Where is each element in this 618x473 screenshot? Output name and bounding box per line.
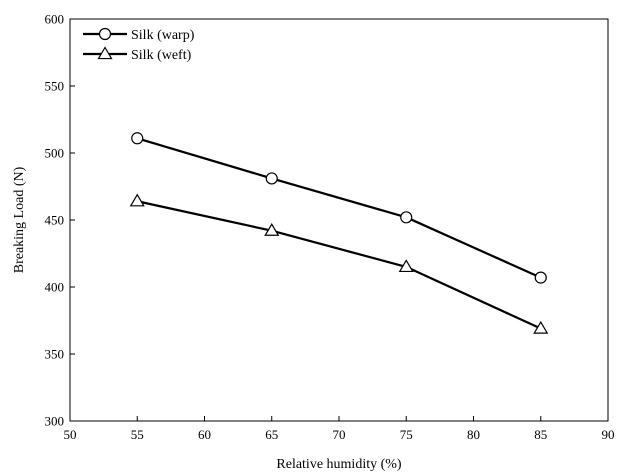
point-triangle: [264, 223, 280, 236]
legend-triangle-marker: [97, 46, 113, 60]
point-circle: [534, 271, 547, 284]
x-axis-ticks: 50 55 60 65 70 75 80 85 90: [64, 416, 615, 442]
y-axis-label: Breaking Load (N): [12, 166, 27, 273]
series-silk-weft: [129, 193, 549, 334]
x-tick-label: 65: [265, 427, 278, 442]
legend-label-silk-weft: Silk (weft): [131, 48, 192, 63]
x-axis-label: Relative humidity (%): [276, 457, 402, 472]
x-tick-label: 90: [602, 427, 615, 442]
y-tick-label: 400: [45, 280, 65, 295]
point-circle: [265, 172, 278, 185]
point-circle: [131, 132, 144, 145]
y-tick-label: 500: [45, 146, 65, 161]
plot-frame: [69, 18, 609, 422]
legend-circle-marker: [98, 27, 112, 41]
series-silk-warp: [131, 132, 547, 284]
y-tick-label: 600: [45, 12, 65, 27]
legend-label-silk-warp: Silk (warp): [131, 28, 195, 43]
legend-item-silk-warp: Silk (warp): [83, 27, 195, 43]
y-tick-label: 450: [45, 213, 65, 228]
point-triangle: [398, 259, 414, 273]
y-tick-label: 350: [45, 347, 65, 362]
x-tick-label: 70: [333, 427, 346, 442]
x-tick-label: 60: [198, 427, 211, 442]
point-circle: [400, 211, 413, 224]
series-line: [137, 200, 542, 330]
point-triangle: [129, 193, 145, 207]
point-triangle: [533, 320, 549, 334]
x-tick-label: 55: [131, 427, 144, 442]
x-tick-label: 50: [64, 427, 77, 442]
legend: Silk (warp) Silk (weft): [83, 27, 195, 63]
series-line: [136, 137, 542, 279]
x-tick-label: 85: [534, 427, 547, 442]
x-tick-label: 80: [467, 427, 480, 442]
y-tick-label: 300: [45, 414, 65, 429]
series-layer: [129, 132, 549, 334]
y-tick-label: 550: [45, 79, 65, 94]
x-tick-label: 75: [400, 427, 413, 442]
legend-item-silk-weft: Silk (weft): [83, 46, 192, 63]
y-axis-ticks: 300 350 400 450 500 550 600: [45, 12, 75, 429]
